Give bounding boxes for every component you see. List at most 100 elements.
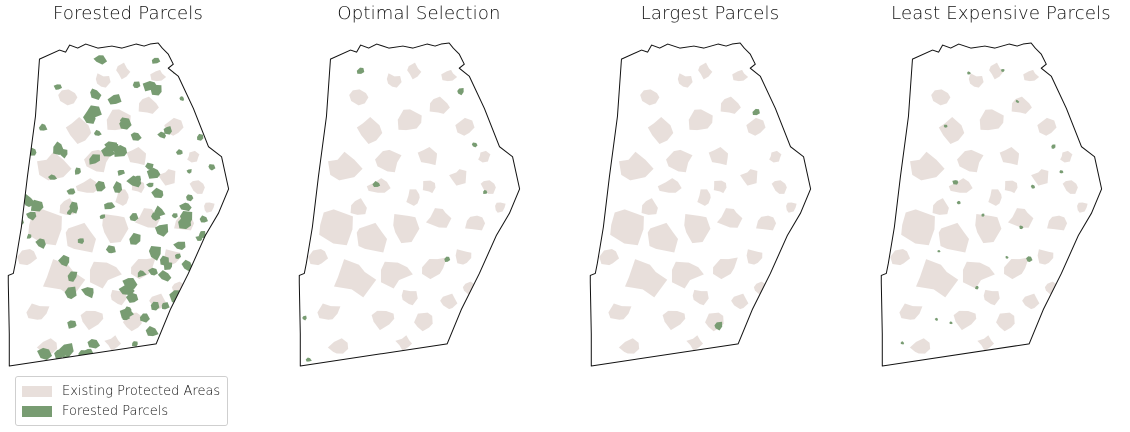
forested-parcel	[119, 117, 127, 125]
forested-parcel	[171, 213, 178, 219]
protected-area	[1031, 169, 1049, 186]
forested-parcel	[949, 321, 953, 325]
forested-parcel	[199, 215, 208, 223]
protected-area	[441, 69, 458, 82]
forested-parcel	[95, 180, 106, 192]
forested-parcel	[139, 313, 150, 323]
forested-parcel	[112, 143, 119, 153]
forested-parcel	[1019, 225, 1024, 230]
forested-parcel	[1030, 184, 1036, 189]
forested-parcel	[179, 96, 185, 101]
protected-area	[931, 89, 951, 106]
protected-area	[756, 215, 777, 231]
protected-area	[414, 312, 433, 332]
forested-parcel	[714, 321, 723, 331]
protected-area	[671, 261, 704, 289]
forested-parcel	[179, 210, 193, 225]
map-panel-largest: Largest Parcels	[569, 0, 851, 372]
map-optimal-selection	[298, 42, 521, 367]
forested-parcel	[93, 129, 102, 136]
protected-area	[371, 310, 395, 331]
protected-area	[657, 178, 682, 193]
forested-parcel	[182, 340, 190, 350]
protected-area	[80, 310, 104, 331]
forested-parcel	[99, 214, 106, 219]
forested-parcel	[22, 56, 36, 69]
protected-area	[327, 338, 349, 354]
forested-parcel	[59, 343, 74, 357]
map-panel-cheapest: Least Expensive Parcels	[860, 0, 1130, 372]
forested-parcel	[146, 167, 161, 179]
forested-parcel	[67, 209, 73, 216]
forested-parcel	[107, 94, 122, 105]
forested-parcel	[145, 162, 154, 171]
protected-area	[686, 335, 704, 351]
forested-parcel	[58, 254, 70, 267]
forested-parcel	[153, 205, 166, 218]
protected-area	[1022, 293, 1040, 310]
protected-area	[1007, 208, 1034, 228]
protected-area	[968, 73, 984, 88]
forested-parcel	[1015, 99, 1020, 104]
county-boundary	[7, 42, 230, 367]
legend-label: Existing Protected Areas	[62, 383, 221, 399]
forested-parcel	[151, 57, 161, 64]
forested-parcel	[173, 241, 186, 250]
forested-parcel	[154, 224, 169, 237]
forested-parcel	[48, 174, 58, 180]
protected-area	[104, 335, 122, 351]
forested-parcel	[23, 194, 36, 208]
legend-swatch-forested	[22, 405, 52, 417]
legend-swatch-protected	[22, 385, 52, 397]
protected-area	[328, 151, 363, 181]
forested-parcel	[174, 253, 182, 259]
forested-parcel	[209, 113, 220, 123]
protected-area	[641, 198, 658, 215]
forested-parcel	[209, 122, 220, 131]
protected-area	[899, 303, 923, 320]
protected-area	[1037, 117, 1057, 136]
forested-parcel	[18, 181, 26, 189]
forested-parcel	[148, 245, 161, 261]
protected-area	[677, 73, 693, 88]
protected-area	[317, 303, 341, 320]
forested-parcel	[146, 182, 154, 188]
forested-parcel	[132, 175, 141, 184]
protected-area	[619, 151, 654, 181]
forested-parcel	[200, 307, 213, 319]
protected-area	[116, 62, 131, 80]
protected-area	[692, 289, 709, 306]
forested-parcel	[37, 347, 53, 360]
county-boundary	[880, 42, 1103, 367]
county-boundary	[298, 42, 521, 367]
forested-parcel	[89, 154, 100, 165]
forested-parcel	[198, 230, 206, 239]
forested-parcel	[132, 341, 138, 347]
protected-area	[395, 335, 413, 351]
forested-parcel	[372, 180, 381, 188]
forested-parcel	[186, 169, 192, 174]
forested-parcel	[31, 54, 40, 62]
forested-parcel	[1059, 170, 1064, 174]
protected-area	[697, 189, 711, 206]
forested-parcel	[208, 164, 216, 171]
forested-parcel	[53, 141, 64, 156]
protected-area	[1011, 96, 1032, 114]
forested-parcel	[64, 286, 77, 300]
protected-area	[962, 261, 995, 289]
protected-area	[150, 69, 167, 82]
protected-area	[422, 180, 436, 194]
protected-area	[999, 146, 1020, 166]
forested-parcel	[130, 132, 142, 141]
panel-title: Least Expensive Parcels	[891, 3, 1111, 24]
forested-parcel	[207, 97, 218, 109]
protected-area	[393, 213, 420, 244]
panel-title: Largest Parcels	[640, 3, 780, 24]
forested-parcel	[975, 286, 979, 290]
protected-area	[716, 208, 743, 228]
forested-parcel	[157, 270, 172, 282]
forested-parcel	[113, 181, 123, 193]
protected-area	[688, 109, 713, 131]
forested-parcel	[35, 238, 46, 249]
protected-area	[189, 180, 205, 194]
